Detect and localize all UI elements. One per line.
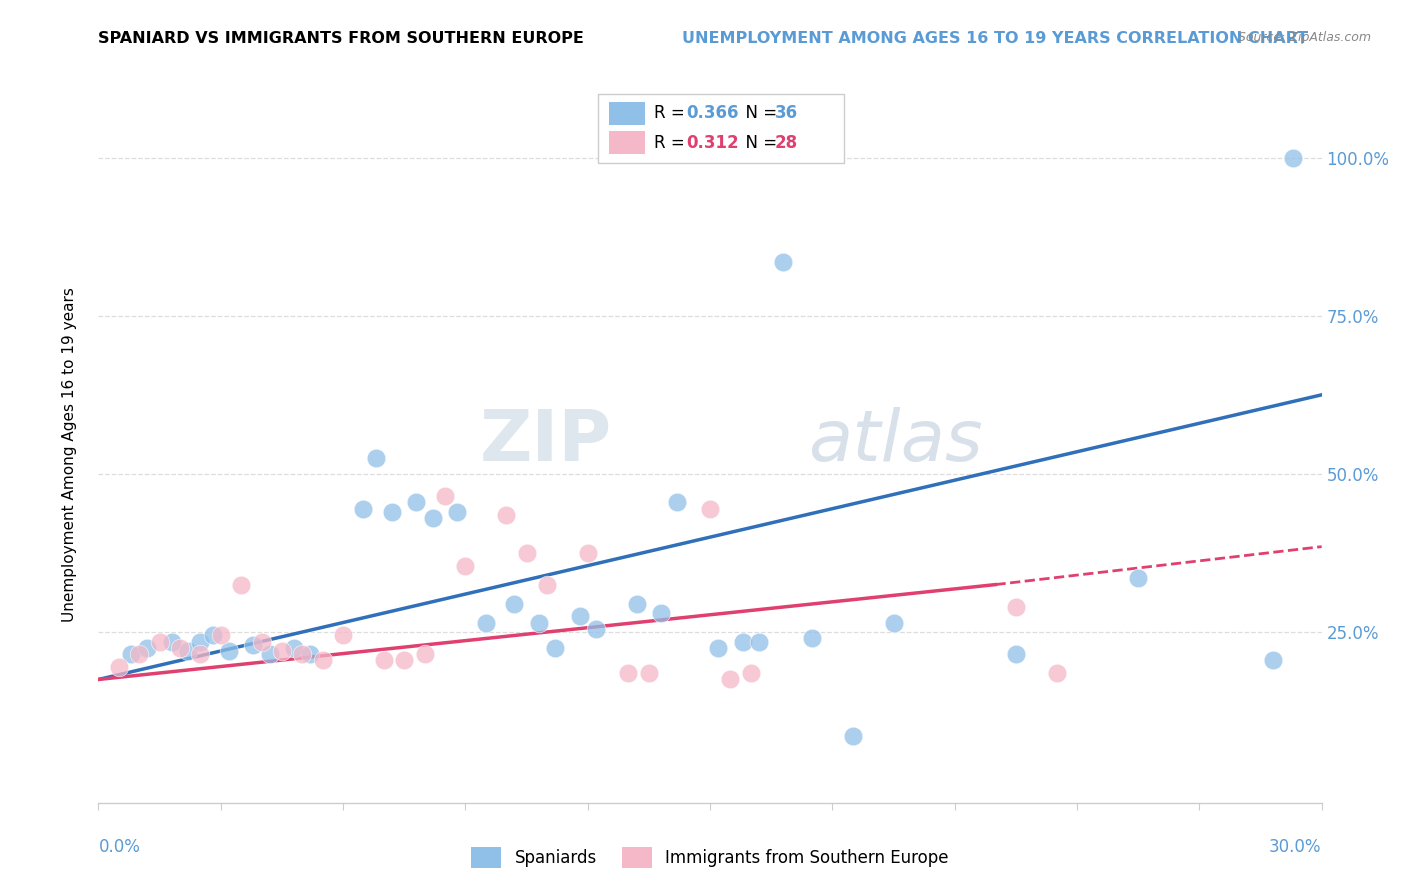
Point [364,451,387,466]
Point [188,634,212,648]
Point [259,647,281,661]
Point [801,632,824,646]
Point [720,673,742,687]
Point [218,644,240,658]
Point [731,634,754,648]
Text: ZIP: ZIP [479,407,612,475]
Point [242,638,264,652]
Point [169,640,191,655]
Point [312,653,335,667]
Point [291,647,314,661]
Point [381,505,404,519]
Point [160,634,183,648]
Point [617,666,640,681]
Point [270,644,294,658]
Point [201,628,224,642]
Point [650,606,672,620]
Text: 0.366: 0.366 [686,104,738,122]
Point [1128,571,1150,585]
Point [1004,647,1026,661]
Point [209,628,232,642]
Point [495,508,517,522]
Point [536,577,558,591]
Point [332,628,354,642]
Text: R =: R = [654,104,690,122]
Point [120,647,142,661]
Point [128,647,150,661]
Point [568,609,591,624]
Point [638,666,661,681]
Point [1045,666,1069,681]
Point [299,647,322,661]
Point [748,634,770,648]
Point [188,647,212,661]
Point [527,615,550,630]
Point [422,511,444,525]
Point [772,255,794,269]
Point [883,615,905,630]
Point [740,666,762,681]
Point [841,730,863,744]
Text: atlas: atlas [808,407,983,475]
Text: N =: N = [735,104,783,122]
Point [392,653,416,667]
Point [626,597,648,611]
Text: 28: 28 [775,134,797,152]
Point [108,660,131,674]
Point [149,634,172,648]
Point [585,622,607,636]
Point [707,640,730,655]
Point [503,597,526,611]
Text: 0.312: 0.312 [686,134,738,152]
Text: Source: ZipAtlas.com: Source: ZipAtlas.com [1237,31,1371,45]
Text: SPANIARD VS IMMIGRANTS FROM SOUTHERN EUROPE: SPANIARD VS IMMIGRANTS FROM SOUTHERN EUR… [98,31,591,46]
Point [136,640,159,655]
Point [544,640,567,655]
Point [446,505,468,519]
Point [405,495,427,509]
Point [1004,599,1026,614]
Text: R =: R = [654,134,690,152]
Text: 30.0%: 30.0% [1270,838,1322,855]
Legend: Spaniards, Immigrants from Southern Europe: Spaniards, Immigrants from Southern Euro… [464,841,956,874]
Point [454,558,477,573]
Point [373,653,395,667]
Point [250,634,273,648]
Point [231,577,253,591]
Point [434,489,457,503]
Point [576,546,599,560]
Point [699,501,721,516]
Point [474,615,498,630]
Point [666,495,689,509]
Text: UNEMPLOYMENT AMONG AGES 16 TO 19 YEARS CORRELATION CHART: UNEMPLOYMENT AMONG AGES 16 TO 19 YEARS C… [682,31,1308,46]
Point [352,501,374,516]
Point [516,546,538,560]
Point [177,644,200,658]
Text: N =: N = [735,134,783,152]
Point [1282,151,1305,165]
Y-axis label: Unemployment Among Ages 16 to 19 years: Unemployment Among Ages 16 to 19 years [62,287,77,623]
Point [283,640,305,655]
Text: 36: 36 [775,104,797,122]
Text: 0.0%: 0.0% [98,838,141,855]
Point [413,647,436,661]
Point [1261,653,1284,667]
